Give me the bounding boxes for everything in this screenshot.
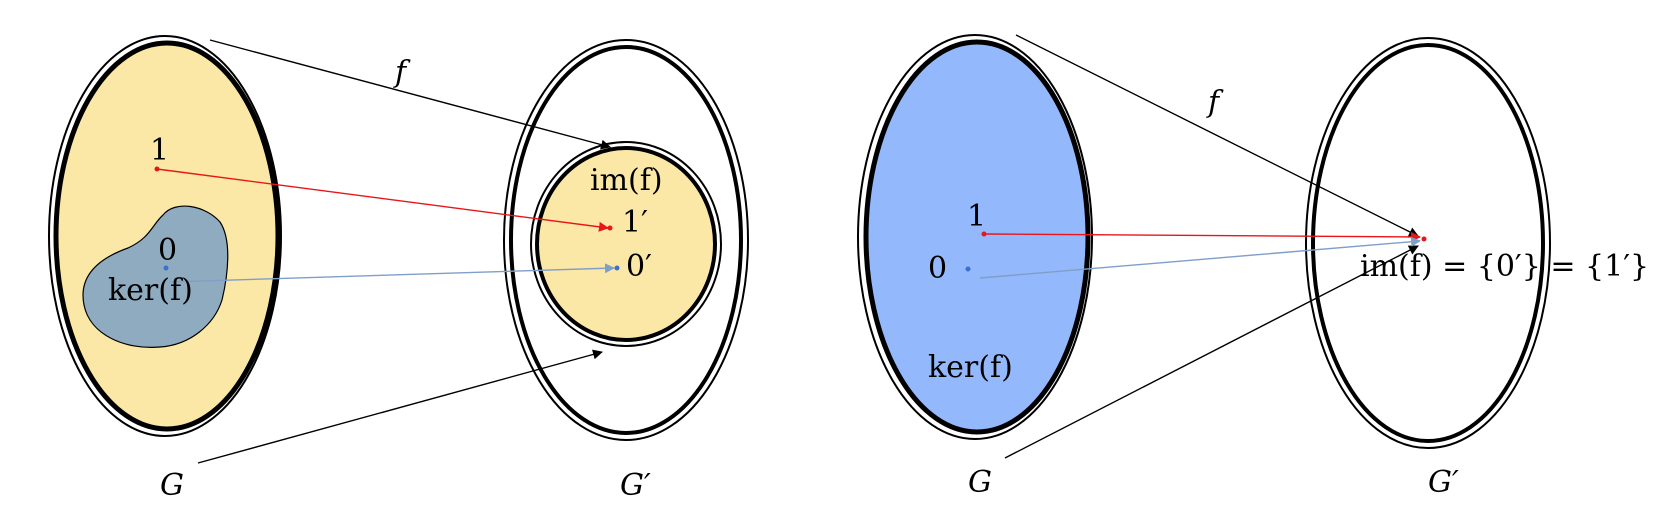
left-image-region [530,141,722,347]
left-map-arrow-top [209,39,611,150]
left-identity-label: 1 [150,133,169,168]
left-zero-arrow [169,263,615,283]
left-kernel-label: ker(f) [108,273,193,308]
right-domain-label: G [968,465,992,500]
left-panel: f G G′ 1 0 ker(f) im(f) 1′ 0′ [48,35,749,503]
right-image-label: im(f) = {0′} = {1′} [1360,249,1649,284]
right-zero-arrow [979,236,1421,279]
left-kernel-region [82,205,229,348]
left-zero-label: 0 [158,233,177,268]
right-image-dot [1421,236,1427,242]
right-identity-dot [981,231,987,237]
left-identity-arrow [156,168,609,232]
left-image-identity-dot [607,225,613,231]
right-identity-arrow [983,231,1421,242]
right-zero-label: 0 [928,251,947,286]
right-map-arrow-bottom [1004,245,1419,459]
left-image-identity-label: 1′ [622,205,648,240]
left-identity-dot [154,166,160,172]
left-codomain-set-g-prime [503,39,749,441]
right-panel: f G G′ 1 0 ker(f) im(f) = {0′} = {1′} [857,34,1649,500]
right-identity-label: 1 [967,199,986,234]
right-map-arrow-top [1015,34,1419,237]
right-map-label: f [1206,85,1224,120]
right-codomain-label: G′ [1428,465,1459,500]
left-zero-dot [163,265,169,271]
left-map-label: f [393,55,411,90]
right-codomain-set-g-prime [1305,37,1551,449]
left-codomain-label: G′ [620,468,651,503]
left-image-zero-dot [614,265,620,271]
left-map-arrow-bottom [197,349,603,464]
left-domain-label: G [160,468,184,503]
right-kernel-label: ker(f) [928,350,1013,385]
right-domain-set-g [857,34,1093,440]
right-zero-dot [965,266,971,272]
left-image-zero-label: 0′ [626,249,652,284]
left-image-label: im(f) [590,163,663,198]
